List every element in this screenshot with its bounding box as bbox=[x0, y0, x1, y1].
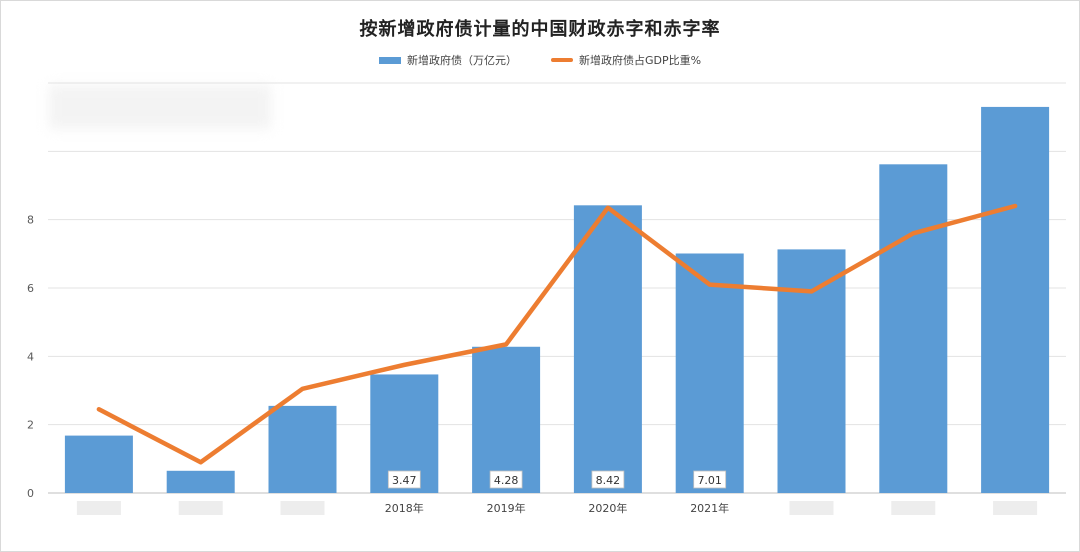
bar bbox=[268, 405, 337, 493]
blurred-category-label bbox=[76, 501, 121, 515]
series-line bbox=[96, 203, 1018, 465]
x-tick-label: 2019年 bbox=[487, 501, 526, 515]
chart-title: 按新增政府债计量的中国财政赤字和赤字率 bbox=[359, 19, 721, 40]
blurred-category-label bbox=[280, 501, 325, 515]
bar bbox=[573, 205, 642, 494]
x-tick-label: 2021年 bbox=[690, 501, 729, 515]
legend-label-bars: 新增政府债（万亿元） bbox=[406, 54, 517, 67]
y-tick-label: 6 bbox=[27, 282, 34, 295]
bar bbox=[64, 435, 133, 493]
y-tick-label: 2 bbox=[27, 419, 34, 432]
bar bbox=[166, 470, 235, 493]
bar bbox=[879, 164, 948, 494]
blurred-category-label bbox=[789, 501, 834, 515]
legend-swatch-line bbox=[550, 58, 573, 62]
data-label-box bbox=[387, 470, 421, 489]
blurred-category-label bbox=[178, 501, 223, 515]
data-label: 8.42 bbox=[596, 474, 621, 487]
bar bbox=[472, 346, 541, 493]
legend-swatch-bar bbox=[378, 56, 401, 64]
bar bbox=[777, 249, 846, 493]
data-label: 4.28 bbox=[494, 474, 519, 487]
bar bbox=[981, 106, 1050, 494]
legend-item-bars: 新增政府债（万亿元） bbox=[378, 52, 517, 68]
bar bbox=[675, 253, 744, 493]
data-label-box bbox=[693, 470, 727, 489]
blurred-category-label bbox=[993, 501, 1038, 515]
blurred-category-label bbox=[891, 501, 936, 515]
x-tick-label: 2020年 bbox=[588, 501, 627, 515]
data-label-box bbox=[489, 470, 523, 489]
x-tick-label: 2018年 bbox=[385, 501, 424, 515]
data-label: 7.01 bbox=[697, 474, 722, 487]
blurred-region bbox=[49, 85, 271, 129]
legend-item-line: 新增政府债占GDP比重% bbox=[550, 52, 702, 68]
y-tick-label: 0 bbox=[27, 487, 34, 500]
data-label-box bbox=[591, 470, 625, 489]
y-tick-label: 8 bbox=[27, 214, 34, 227]
legend: 新增政府债（万亿元） 新增政府债占GDP比重% bbox=[1, 52, 1079, 68]
legend-label-line: 新增政府债占GDP比重% bbox=[578, 54, 702, 67]
y-tick-label: 4 bbox=[27, 350, 34, 363]
data-label: 3.47 bbox=[392, 474, 417, 487]
